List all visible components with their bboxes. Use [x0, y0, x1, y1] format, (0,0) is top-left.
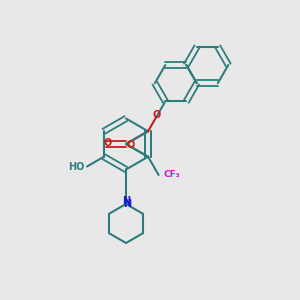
Text: HO: HO	[68, 161, 84, 172]
Text: N: N	[123, 199, 131, 209]
Text: N: N	[122, 196, 130, 206]
Text: CF₃: CF₃	[164, 170, 181, 179]
Text: O: O	[104, 137, 112, 148]
Text: O: O	[126, 140, 135, 151]
Text: O: O	[152, 110, 160, 120]
